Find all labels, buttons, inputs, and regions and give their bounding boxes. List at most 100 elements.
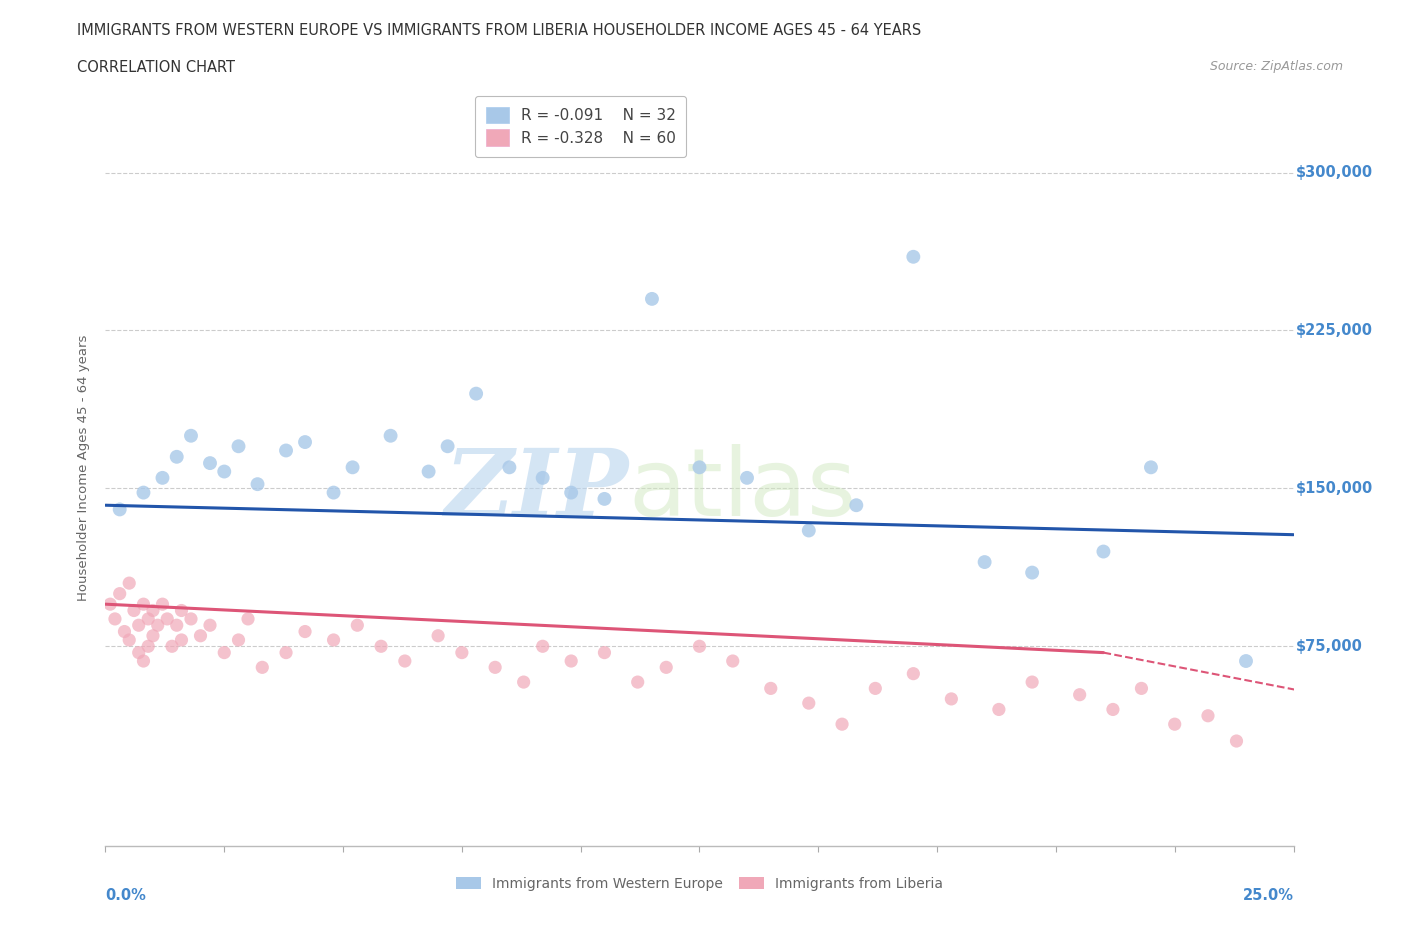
Point [136,639,159,654]
Point [1130,681,1153,696]
Point [941,692,963,707]
Point [512,674,534,689]
Point [1102,702,1125,717]
Point [465,386,488,401]
Point [1197,709,1219,724]
Point [214,464,236,479]
Point [274,443,297,458]
Point [274,645,297,660]
Point [531,471,554,485]
Point [152,597,174,612]
Point [641,291,664,306]
Point [122,603,145,618]
Point [156,612,179,627]
Point [166,449,188,464]
Point [166,618,188,632]
Point [160,639,183,654]
Point [560,485,582,500]
Point [198,456,221,471]
Point [450,645,472,660]
Point [246,477,269,492]
Point [1225,734,1247,749]
Point [108,502,131,517]
Point [370,639,392,654]
Text: $75,000: $75,000 [1296,639,1362,654]
Point [170,603,193,618]
Point [346,618,368,632]
Point [484,660,506,675]
Point [655,660,678,675]
Text: $300,000: $300,000 [1296,165,1374,180]
Point [142,603,165,618]
Point [1092,544,1115,559]
Point [342,460,364,475]
Point [797,523,820,538]
Point [170,632,193,647]
Point [132,485,155,500]
Text: IMMIGRANTS FROM WESTERN EUROPE VS IMMIGRANTS FROM LIBERIA HOUSEHOLDER INCOME AGE: IMMIGRANTS FROM WESTERN EUROPE VS IMMIGR… [77,23,921,38]
Point [180,429,202,444]
Point [132,597,155,612]
Point [831,717,853,732]
Text: $150,000: $150,000 [1296,481,1374,496]
Point [294,434,316,449]
Point [118,632,141,647]
Point [190,629,212,644]
Point [593,645,616,660]
Text: atlas: atlas [628,444,856,536]
Point [797,696,820,711]
Point [721,654,744,669]
Point [1140,460,1163,475]
Point [322,632,344,647]
Point [128,618,150,632]
Point [436,439,458,454]
Point [136,612,159,627]
Point [845,498,868,512]
Point [180,612,202,627]
Point [228,439,250,454]
Point [1021,565,1043,580]
Point [214,645,236,660]
Point [322,485,344,500]
Point [689,460,711,475]
Point [394,654,416,669]
Point [689,639,711,654]
Text: CORRELATION CHART: CORRELATION CHART [77,60,235,75]
Point [560,654,582,669]
Point [987,702,1010,717]
Point [98,597,121,612]
Point [903,249,925,264]
Point [104,612,127,627]
Text: ZIP: ZIP [444,445,628,535]
Point [132,654,155,669]
Point [142,629,165,644]
Point [1069,687,1091,702]
Point [1234,654,1257,669]
Point [865,681,887,696]
Text: Source: ZipAtlas.com: Source: ZipAtlas.com [1209,60,1343,73]
Point [1164,717,1187,732]
Point [903,666,925,681]
Point [593,491,616,506]
Point [252,660,274,675]
Point [380,429,402,444]
Point [427,629,450,644]
Point [627,674,650,689]
Text: 25.0%: 25.0% [1243,888,1294,903]
Point [146,618,169,632]
Legend: Immigrants from Western Europe, Immigrants from Liberia: Immigrants from Western Europe, Immigran… [450,871,949,897]
Point [152,471,174,485]
Text: $225,000: $225,000 [1296,323,1372,338]
Text: 0.0%: 0.0% [105,888,146,903]
Point [759,681,782,696]
Point [531,639,554,654]
Point [108,586,131,601]
Point [418,464,440,479]
Point [236,612,259,627]
Point [973,554,995,569]
Point [198,618,221,632]
Point [498,460,520,475]
Point [128,645,150,660]
Point [118,576,141,591]
Point [735,471,758,485]
